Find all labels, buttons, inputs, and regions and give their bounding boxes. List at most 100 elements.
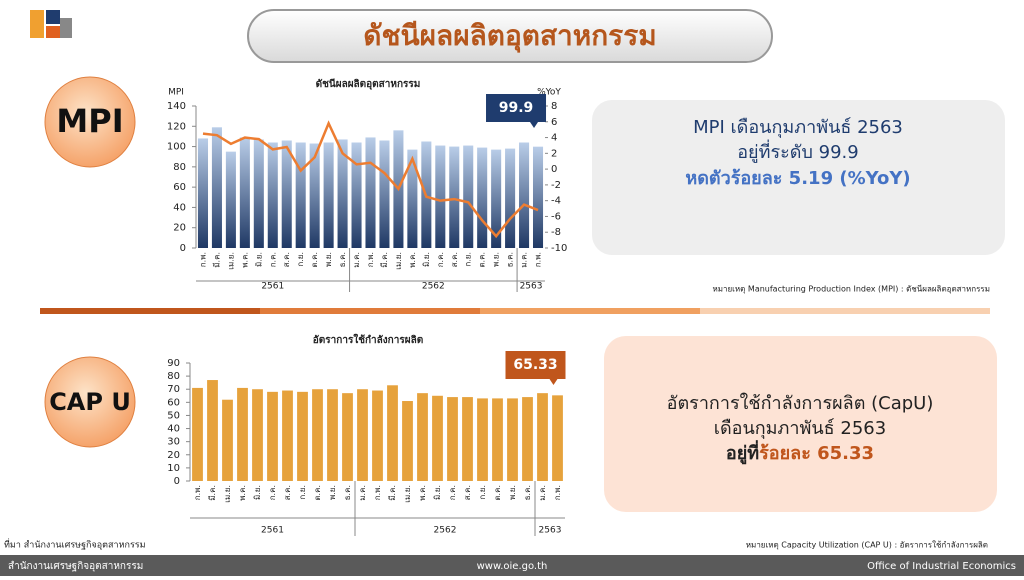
x-tick-label: ก.ย. [464,252,473,267]
y2-tick-label: 6 [551,117,557,128]
bar [225,151,236,248]
x-tick-label: พ.ค. [408,252,417,268]
bar [239,137,250,248]
x-tick-label: เม.ย. [223,485,232,503]
bar [379,140,390,248]
group-label: 2563 [539,526,562,536]
x-tick-label: ก.ค. [448,485,457,500]
footer-right: Office of Industrial Economics [867,561,1016,572]
x-tick-label: พ.ย. [508,485,517,500]
bar [492,398,503,481]
chart-title: ดัชนีผลผลิตอุตสาหกรรม [316,78,421,90]
x-tick-label: ม.ค. [538,485,547,501]
bar [282,390,293,481]
x-tick-label: พ.ค. [240,252,249,268]
x-tick-label: ก.ค. [436,252,445,267]
group-label: 2563 [520,282,543,292]
x-tick-label: ต.ค. [493,485,502,501]
badge-label: MPI [56,102,123,140]
badge-label: CAP U [49,388,131,416]
x-tick-label: เม.ย. [394,252,403,270]
bar [295,142,306,248]
chart-title: อัตราการใช้กำลังการผลิต [313,333,423,346]
bar [192,387,203,481]
y-tick-label: 100 [167,142,186,153]
bar [197,138,209,248]
x-tick-label: ต.ค. [313,485,322,501]
x-tick-label: พ.ย. [328,485,337,500]
bar [417,393,428,481]
footer-left: สำนักงานเศรษฐกิจอุตสาหกรรม [8,561,143,572]
x-tick-label: ก.พ. [553,485,562,500]
bar [267,142,278,248]
y-tick-label: 10 [167,463,180,474]
summary-line: อยู่ที่ร้อยละ 65.33 [726,440,874,465]
y2-tick-label: -6 [551,211,561,222]
y-tick-label: 40 [173,202,186,213]
group-label: 2561 [261,526,284,536]
x-tick-label: เม.ย. [226,252,235,270]
x-tick-label: ม.ค. [358,485,367,501]
x-tick-label: มี.ค. [380,252,389,268]
x-tick-label: ก.ย. [296,252,305,267]
y-tick-label: 40 [167,424,180,435]
bar [297,391,308,481]
bar [351,142,362,248]
x-tick-label: ส.ค. [463,485,472,500]
bar [507,398,518,481]
y-tick-label: 140 [167,101,186,112]
x-tick-label: มี.ค. [208,485,217,501]
bar [237,387,248,481]
y-tick-label: 30 [167,437,180,448]
x-tick-label: ส.ค. [282,252,291,267]
y2-tick-label: 0 [551,164,557,175]
bar [372,390,383,481]
y2-tick-label: 2 [551,148,557,159]
y2-tick-label: 4 [551,133,557,144]
group-label: 2561 [261,282,284,292]
footer-center: www.oie.go.th [477,561,548,572]
data-label: 99.9 [499,100,534,116]
y-tick-label: 80 [173,162,186,173]
bar [463,145,474,248]
y2-tick-label: -10 [551,243,567,254]
x-tick-label: พ.ย. [492,252,501,267]
bar [222,399,233,481]
x-tick-label: มิ.ย. [253,485,262,500]
x-tick-label: ธ.ค. [338,252,347,267]
bar [491,149,502,248]
x-tick-label: มี.ค. [212,252,221,268]
x-tick-label: พ.ค. [418,485,427,501]
x-tick-label: ธ.ค. [506,252,515,267]
bar [211,127,222,248]
bar [281,140,292,248]
x-tick-label: ส.ค. [450,252,459,267]
y-tick-label: 20 [173,223,186,234]
bar [337,139,348,248]
summary-box [604,336,997,512]
y-tick-label: 60 [167,397,180,408]
y-tick-label: 0 [174,476,180,487]
x-tick-label: ก.พ. [373,485,382,500]
page-title: ดัชนีผลผลิตอุตสาหกรรม [363,19,656,53]
bar [327,389,338,481]
summary-line: MPI เดือนกุมภาพันธ์ 2563 [693,117,903,138]
x-tick-label: มี.ค. [388,485,397,501]
logo [30,10,72,38]
bar [432,395,443,481]
y2-tick-label: -8 [551,227,561,238]
bar [435,145,446,248]
x-tick-label: ก.ย. [478,485,487,500]
x-tick-label: มิ.ย. [422,252,431,267]
callout [486,94,547,128]
bar [357,389,368,481]
x-tick-label: ม.ค. [520,252,529,268]
x-tick-label: ก.ค. [268,485,277,500]
x-tick-label: ต.ค. [478,252,487,268]
bar [309,143,320,248]
bar [519,142,530,248]
bar [462,397,473,481]
summary-box [592,100,1005,255]
y2-tick-label: -2 [551,180,561,191]
y-tick-label: 20 [167,450,180,461]
